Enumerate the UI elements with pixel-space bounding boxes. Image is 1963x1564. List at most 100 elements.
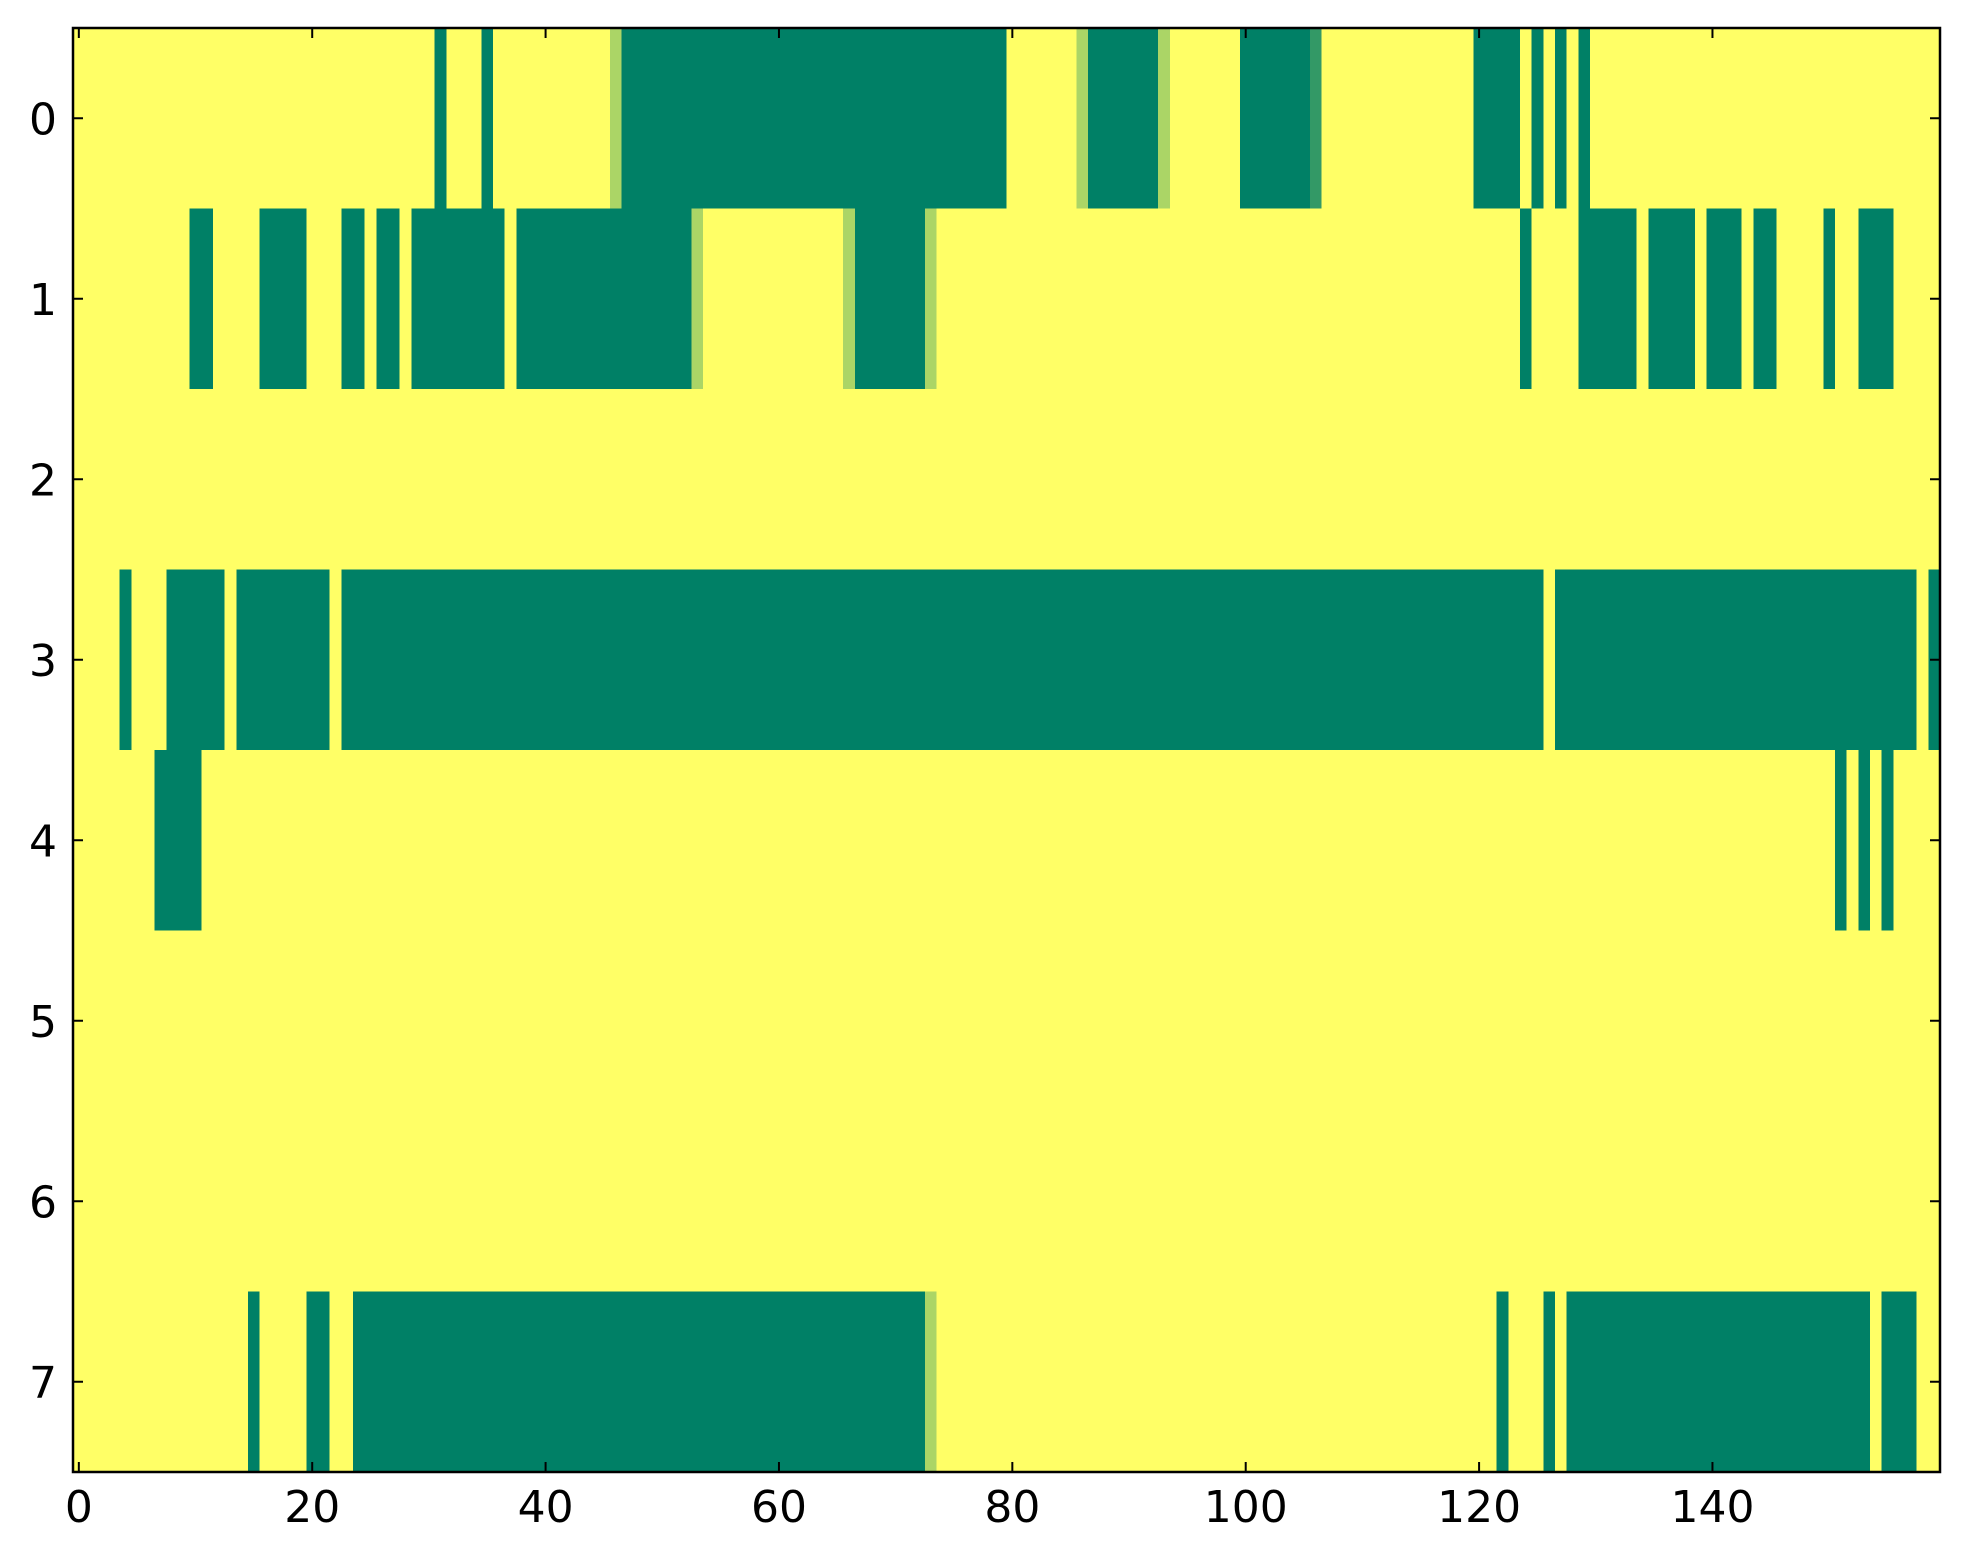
cell bbox=[831, 569, 844, 751]
cell bbox=[1694, 569, 1708, 751]
cell bbox=[1706, 750, 1719, 932]
cell bbox=[1613, 750, 1626, 932]
cell bbox=[796, 28, 809, 210]
cell bbox=[1298, 1291, 1311, 1473]
cell bbox=[1414, 208, 1428, 390]
cell bbox=[574, 1291, 588, 1473]
cell bbox=[1683, 569, 1696, 751]
cell bbox=[1613, 208, 1626, 390]
cell bbox=[1134, 1291, 1148, 1473]
cell bbox=[1799, 750, 1813, 932]
cell bbox=[1869, 1291, 1883, 1473]
cell bbox=[1006, 569, 1019, 751]
cell bbox=[131, 930, 144, 1112]
cell bbox=[1578, 1291, 1591, 1473]
cell bbox=[1041, 28, 1054, 210]
cell bbox=[178, 569, 191, 751]
cell bbox=[469, 389, 483, 571]
cell bbox=[364, 1291, 377, 1473]
cell bbox=[563, 750, 576, 932]
cell bbox=[1379, 1291, 1393, 1473]
cell bbox=[1041, 389, 1054, 571]
cell bbox=[434, 750, 447, 932]
cell bbox=[399, 930, 412, 1112]
cell bbox=[376, 208, 389, 390]
cell bbox=[1858, 389, 1871, 571]
cell bbox=[108, 389, 121, 571]
cell bbox=[318, 389, 331, 571]
cell bbox=[329, 208, 342, 390]
cell bbox=[131, 1111, 144, 1293]
cell bbox=[854, 1291, 868, 1473]
cell bbox=[889, 1291, 903, 1473]
cell bbox=[1286, 569, 1299, 751]
y-tick-label: 4 bbox=[29, 816, 57, 867]
cell bbox=[1018, 1291, 1031, 1473]
cell bbox=[1088, 1111, 1101, 1293]
cell bbox=[143, 569, 156, 751]
cell bbox=[493, 1111, 506, 1293]
cell bbox=[1671, 569, 1684, 751]
cell bbox=[1169, 1291, 1183, 1473]
cell bbox=[329, 28, 342, 210]
cell bbox=[248, 1111, 261, 1293]
cell bbox=[388, 28, 401, 210]
cell bbox=[1659, 750, 1673, 932]
cell bbox=[283, 389, 296, 571]
cell bbox=[481, 389, 494, 571]
cell bbox=[1449, 389, 1463, 571]
cell bbox=[1344, 389, 1358, 571]
cell bbox=[1823, 930, 1836, 1112]
y-tick-label: 2 bbox=[29, 455, 57, 506]
cell bbox=[224, 208, 237, 390]
cell bbox=[1298, 1111, 1311, 1293]
cell bbox=[1648, 28, 1661, 210]
cell bbox=[901, 389, 914, 571]
cell bbox=[1834, 28, 1848, 210]
cell bbox=[936, 208, 949, 390]
cell bbox=[1368, 389, 1381, 571]
cell bbox=[1659, 930, 1673, 1112]
cell bbox=[178, 208, 191, 390]
cell bbox=[1788, 389, 1801, 571]
cell bbox=[1636, 930, 1649, 1112]
cell bbox=[924, 28, 938, 210]
cell bbox=[539, 750, 553, 932]
cell bbox=[1449, 208, 1463, 390]
cell bbox=[96, 750, 109, 932]
cell bbox=[131, 389, 144, 571]
cell bbox=[714, 28, 728, 210]
cell bbox=[854, 208, 868, 390]
cell bbox=[201, 1291, 214, 1473]
cell bbox=[108, 1111, 121, 1293]
cell bbox=[854, 750, 868, 932]
cell bbox=[1286, 1291, 1299, 1473]
cell bbox=[1578, 208, 1591, 390]
cell bbox=[1636, 28, 1649, 210]
cell bbox=[1543, 930, 1556, 1112]
cell bbox=[1683, 1111, 1696, 1293]
cell bbox=[108, 208, 121, 390]
cell bbox=[679, 750, 693, 932]
cell bbox=[364, 930, 377, 1112]
cell bbox=[1846, 389, 1859, 571]
cell bbox=[994, 1291, 1008, 1473]
cell bbox=[924, 1111, 938, 1293]
cell bbox=[1554, 569, 1568, 751]
cell bbox=[761, 1111, 774, 1293]
cell bbox=[1753, 389, 1766, 571]
cell bbox=[248, 208, 261, 390]
cell bbox=[1204, 750, 1218, 932]
cell bbox=[1508, 208, 1521, 390]
cell bbox=[819, 28, 833, 210]
cell bbox=[1309, 1111, 1323, 1293]
cell bbox=[1484, 208, 1498, 390]
cell bbox=[656, 930, 669, 1112]
cell bbox=[796, 1291, 809, 1473]
cell bbox=[1146, 208, 1159, 390]
cell bbox=[1426, 930, 1439, 1112]
cell bbox=[843, 28, 856, 210]
cell bbox=[936, 389, 949, 571]
cell bbox=[1706, 208, 1719, 390]
cell bbox=[306, 569, 319, 751]
